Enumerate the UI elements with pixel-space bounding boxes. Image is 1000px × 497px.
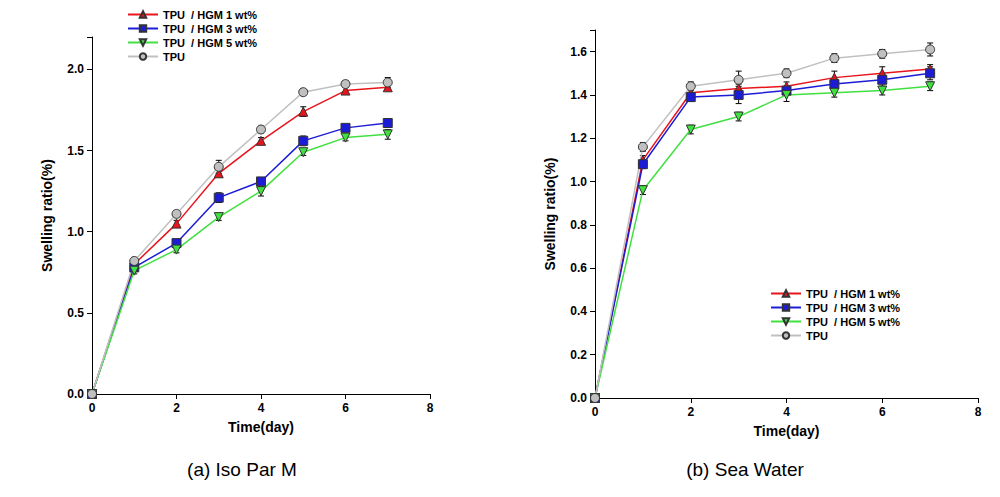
svg-text:TPU: TPU bbox=[163, 51, 185, 63]
svg-text:1.0: 1.0 bbox=[570, 175, 587, 189]
svg-text:1.5: 1.5 bbox=[67, 144, 84, 158]
svg-text:0.6: 0.6 bbox=[570, 261, 587, 275]
svg-text:TPU / HGM 3 wt%: TPU / HGM 3 wt% bbox=[806, 302, 900, 314]
svg-text:Swelling ratio(%): Swelling ratio(%) bbox=[542, 158, 558, 271]
svg-text:0.0: 0.0 bbox=[570, 391, 587, 405]
svg-text:6: 6 bbox=[342, 401, 349, 415]
svg-text:0: 0 bbox=[592, 405, 599, 419]
svg-text:(b) Sea Water: (b) Sea Water bbox=[686, 459, 804, 480]
svg-text:0.0: 0.0 bbox=[67, 387, 84, 401]
svg-text:TPU / HGM 5 wt%: TPU / HGM 5 wt% bbox=[806, 316, 900, 328]
svg-text:8: 8 bbox=[427, 401, 434, 415]
svg-text:1.2: 1.2 bbox=[570, 131, 587, 145]
svg-text:0.2: 0.2 bbox=[570, 348, 587, 362]
svg-text:8: 8 bbox=[975, 405, 982, 419]
svg-text:TPU / HGM 3 wt%: TPU / HGM 3 wt% bbox=[163, 23, 257, 35]
svg-text:4: 4 bbox=[783, 405, 790, 419]
svg-text:TPU / HGM 5 wt%: TPU / HGM 5 wt% bbox=[163, 37, 257, 49]
svg-text:TPU: TPU bbox=[806, 330, 828, 342]
svg-text:2: 2 bbox=[687, 405, 694, 419]
svg-text:4: 4 bbox=[258, 401, 265, 415]
svg-text:2: 2 bbox=[173, 401, 180, 415]
svg-text:1.0: 1.0 bbox=[67, 225, 84, 239]
svg-text:Time(day): Time(day) bbox=[754, 423, 820, 439]
svg-text:6: 6 bbox=[879, 405, 886, 419]
svg-text:0.8: 0.8 bbox=[570, 218, 587, 232]
svg-text:2.0: 2.0 bbox=[67, 62, 84, 76]
svg-text:0.4: 0.4 bbox=[570, 304, 587, 318]
svg-text:0: 0 bbox=[89, 401, 96, 415]
svg-text:Time(day): Time(day) bbox=[228, 419, 294, 435]
svg-text:(a) Iso Par M: (a) Iso Par M bbox=[187, 459, 297, 480]
svg-text:1.6: 1.6 bbox=[570, 45, 587, 59]
svg-text:1.4: 1.4 bbox=[570, 88, 587, 102]
svg-text:0.5: 0.5 bbox=[67, 306, 84, 320]
svg-text:TPU / HGM 1 wt%: TPU / HGM 1 wt% bbox=[806, 288, 900, 300]
svg-text:TPU / HGM 1 wt%: TPU / HGM 1 wt% bbox=[163, 9, 257, 21]
svg-text:Swelling ratio(%): Swelling ratio(%) bbox=[39, 159, 55, 272]
